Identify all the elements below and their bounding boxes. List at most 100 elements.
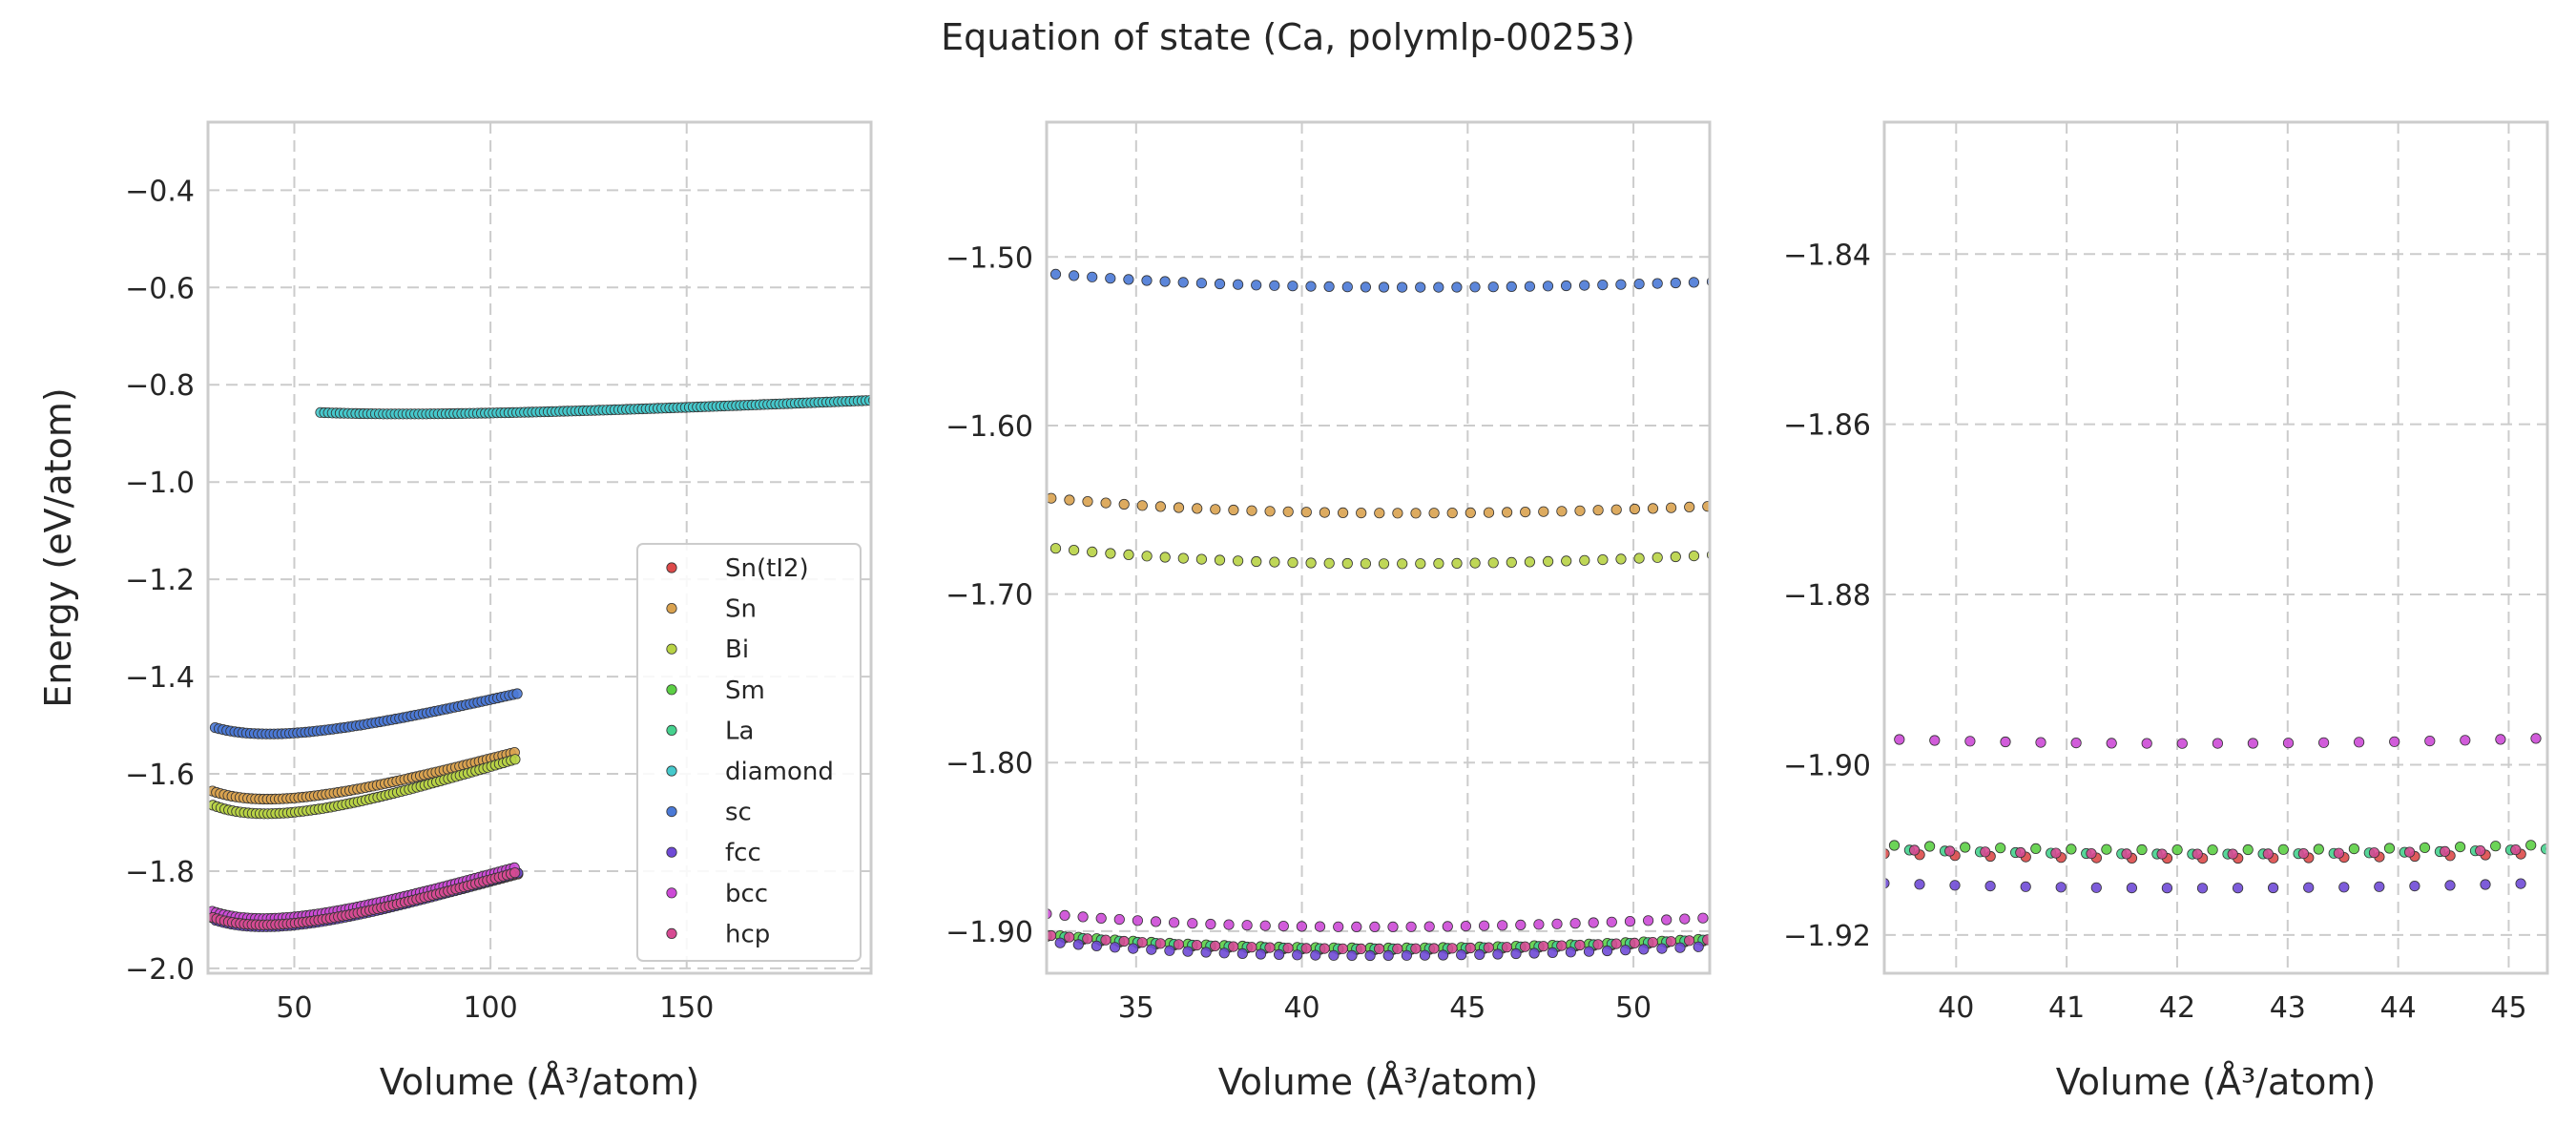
data-point [2161,883,2172,894]
legend-entry: bcc [725,880,768,908]
data-point [1483,507,1495,518]
data-point [1506,281,1517,292]
data-point [1059,909,1070,922]
data-point [2106,738,2117,749]
data-point [2141,738,2152,749]
data-point [2268,882,2279,894]
data-point [1259,920,1271,931]
series-bi [1032,542,1710,570]
data-point [1095,912,1107,925]
data-point [1428,508,1440,519]
data-point [1633,552,1645,564]
data-point [1223,919,1235,930]
y-tick-label: −0.8 [125,369,195,403]
legend-entry: sc [725,799,752,827]
data-point [1547,947,1558,959]
data-point [2303,882,2315,893]
data-point [1054,937,1066,948]
legend-entry: hcp [725,920,770,948]
data-point [1415,281,1426,293]
data-point [2136,843,2148,856]
series-sn [1028,491,1710,519]
data-point [1556,506,1568,517]
data-point [1251,555,1262,568]
data-point [2247,738,2258,749]
data-point [509,867,521,879]
x-tick-label: 41 [2048,991,2085,1025]
data-point [1924,841,1936,852]
data-point [2090,882,2102,893]
y-tick-label: −1.80 [945,747,1033,781]
y-tick-label: −1.86 [1783,409,1871,443]
data-point [1136,500,1148,511]
data-point [1228,941,1239,952]
data-point [1032,542,1042,552]
data-point [1341,557,1353,570]
data-point [1028,491,1037,501]
data-point [1524,281,1536,292]
legend-marker [666,805,677,818]
data-point [1419,949,1431,961]
data-point [2404,846,2416,858]
data-point [2318,737,2330,748]
data-point [1233,555,1244,567]
data-point [1716,934,1726,944]
data-point [1894,734,1905,745]
data-point [1451,557,1463,570]
data-point [2338,882,2350,893]
data-point [2460,735,2471,746]
data-point [1995,843,2006,854]
data-point [1282,506,1294,517]
data-point [2389,736,2400,747]
data-point [1405,921,1417,932]
y-tick-label: −0.6 [125,272,195,305]
data-point [2562,840,2571,849]
data-point [2171,843,2183,856]
data-point [1401,949,1413,961]
data-point [1670,551,1681,563]
x-axis-label: Volume (Å³/atom) [1218,1061,1539,1103]
data-point [1844,847,1854,857]
data-point [1854,840,1863,849]
series-hcp [208,867,521,930]
x-axis-label: Volume (Å³/atom) [380,1061,700,1103]
data-point [1597,553,1609,566]
data-point [1602,945,1613,957]
data-point [1364,949,1376,962]
legend-marker [666,562,677,573]
legend-entry: Sn(tI2) [725,554,809,583]
y-tick-label: −1.8 [125,856,195,889]
x-tick-label: 45 [2490,991,2526,1025]
data-point [1082,933,1093,945]
data-point [1049,543,1062,554]
data-point [2510,843,2522,856]
series-sc [1049,268,1710,293]
data-point [1684,501,1695,513]
data-point [1305,281,1317,292]
data-point [1392,943,1403,954]
data-point [1091,940,1103,952]
data-point [1218,947,1230,959]
data-point [1210,504,1221,515]
data-point [2233,883,2244,894]
data-point [1123,549,1134,561]
data-point [1629,937,1640,949]
data-point [2156,848,2168,860]
data-point [1287,556,1298,569]
data-point [1469,557,1481,569]
data-point [1047,492,1057,504]
data-point [1524,556,1536,568]
data-point [1087,546,1098,558]
y-tick-label: −1.88 [1783,579,1871,613]
data-point [1410,508,1422,519]
x-tick-label: 100 [463,991,517,1025]
data-point [1697,912,1709,924]
series-hcp [1884,843,2547,860]
data-point [2551,878,2561,887]
series-hcp [1047,929,1710,955]
data-point [1984,880,1996,892]
data-point [1551,918,1563,929]
data-point [1643,915,1654,926]
data-point [1154,938,1166,949]
data-point [1415,558,1426,570]
